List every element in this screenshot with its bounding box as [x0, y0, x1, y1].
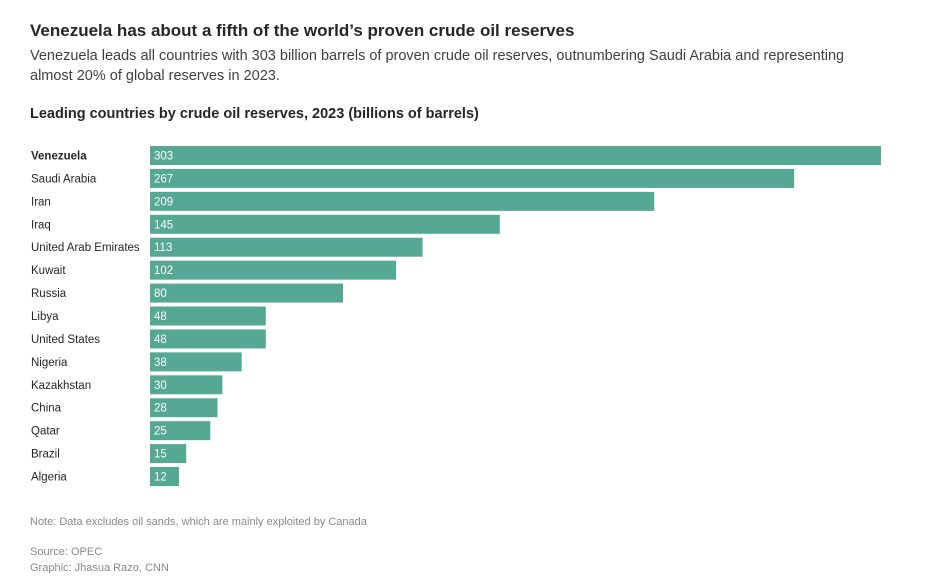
- value-label-kuwait: 102: [154, 265, 173, 277]
- bar-nigeria: [150, 352, 242, 372]
- category-label-united-states: United States: [31, 334, 100, 346]
- category-label-china: China: [31, 403, 62, 415]
- category-label-libya: Libya: [31, 311, 59, 323]
- value-label-algeria: 12: [154, 472, 167, 484]
- bar-russia: [150, 283, 344, 303]
- bar-saudi-arabia: [150, 168, 795, 188]
- bar-iran: [150, 191, 655, 211]
- chart-source: Source: OPEC: [30, 546, 103, 558]
- chart-title: Venezuela has about a fifth of the world…: [30, 21, 575, 40]
- category-label-russia: Russia: [31, 288, 67, 300]
- category-label-venezuela: Venezuela: [31, 151, 87, 163]
- category-label-saudi-arabia: Saudi Arabia: [31, 173, 97, 185]
- category-label-kuwait: Kuwait: [31, 265, 66, 277]
- value-label-venezuela: 303: [154, 151, 173, 163]
- bar-united-arab-emirates: [150, 237, 423, 257]
- bar-brazil: [150, 444, 187, 464]
- category-label-brazil: Brazil: [31, 449, 60, 461]
- value-label-united-states: 48: [154, 334, 167, 346]
- chart-credit: Graphic: Jhasua Razo, CNN: [30, 562, 169, 574]
- value-label-united-arab-emirates: 113: [154, 242, 172, 254]
- category-label-iraq: Iraq: [31, 219, 51, 231]
- value-label-saudi-arabia: 267: [154, 173, 173, 185]
- value-label-brazil: 15: [154, 449, 167, 461]
- category-label-iran: Iran: [31, 196, 51, 208]
- value-label-libya: 48: [154, 311, 167, 323]
- bar-china: [150, 398, 218, 418]
- bar-algeria: [150, 467, 179, 487]
- value-label-iran: 209: [154, 196, 173, 208]
- bar-kuwait: [150, 260, 397, 280]
- value-label-china: 28: [154, 403, 167, 415]
- bar-united-states: [150, 329, 266, 349]
- bar-venezuela: [150, 146, 881, 165]
- category-label-kazakhstan: Kazakhstan: [31, 380, 91, 392]
- bar-iraq: [150, 214, 500, 234]
- value-label-nigeria: 38: [154, 357, 167, 369]
- value-label-qatar: 25: [154, 426, 167, 438]
- category-label-united-arab-emirates: United Arab Emirates: [31, 242, 140, 254]
- bar-kazakhstan: [150, 375, 223, 395]
- chart-note: Note: Data excludes oil sands, which are…: [30, 516, 367, 528]
- bar-chart: Venezuela 303 Saudi Arabia 267 Iran 209 Iraq 14…: [31, 146, 881, 487]
- bar-qatar: [150, 421, 211, 441]
- category-label-qatar: Qatar: [31, 426, 60, 438]
- category-label-algeria: Algeria: [31, 472, 67, 484]
- chart-heading: Leading countries by crude oil reserves,…: [30, 106, 479, 122]
- value-label-kazakhstan: 30: [154, 380, 167, 392]
- value-label-iraq: 145: [154, 219, 173, 231]
- value-label-russia: 80: [154, 288, 167, 300]
- chart-subtitle: Venezuela leads all countries with 303 b…: [30, 48, 845, 84]
- bar-libya: [150, 306, 266, 326]
- category-label-nigeria: Nigeria: [31, 357, 68, 369]
